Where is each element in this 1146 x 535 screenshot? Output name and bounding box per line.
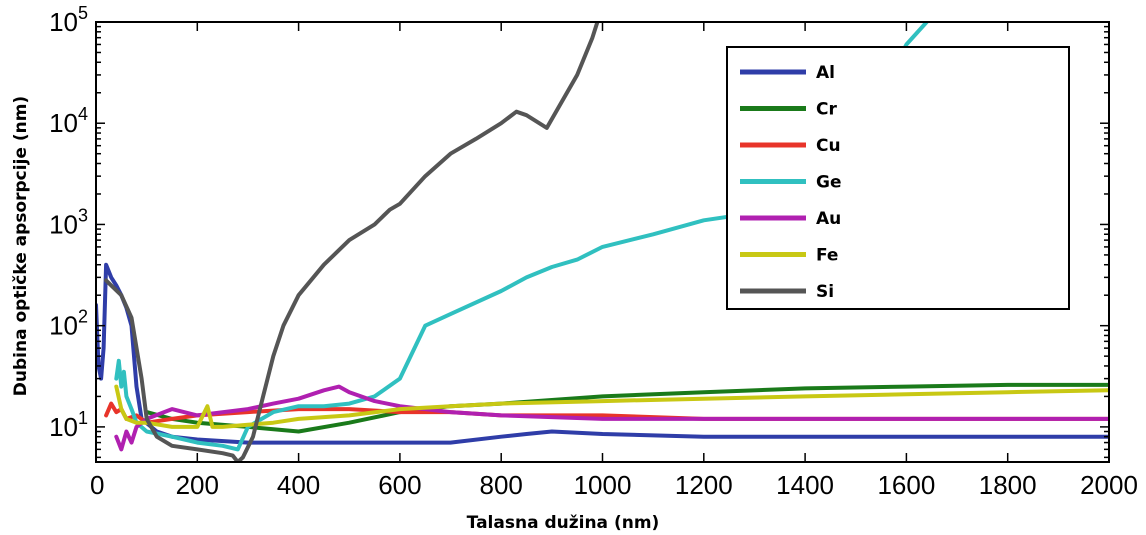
x-tick-label: 400 <box>277 470 320 500</box>
x-tick-label: 2000 <box>1080 470 1138 500</box>
series-line-si <box>104 22 600 462</box>
legend-label-au: Au <box>816 209 841 229</box>
series-line-au <box>114 384 1109 452</box>
legend-label-ge: Ge <box>816 173 841 193</box>
y-tick-label: 101 <box>49 408 88 442</box>
legend-label-al: Al <box>816 63 835 83</box>
x-tick-label: 1400 <box>776 470 834 500</box>
x-tick-label: 1600 <box>877 470 935 500</box>
x-tick-label: 1800 <box>979 470 1037 500</box>
x-tick-label: 600 <box>378 470 421 500</box>
legend-label-cu: Cu <box>816 136 841 156</box>
legend-label-cr: Cr <box>816 100 837 120</box>
y-tick-label: 102 <box>49 307 88 341</box>
y-tick-label: 105 <box>49 3 88 37</box>
x-tick-label: 1200 <box>675 470 733 500</box>
series-line-fe <box>114 384 1109 429</box>
legend-box <box>726 46 1070 310</box>
legend-label-fe: Fe <box>816 246 838 266</box>
y-tick-labels: 101 102 103 104 105 <box>49 3 88 442</box>
y-tick-label: 104 <box>49 104 88 138</box>
x-tick-label: 800 <box>480 470 523 500</box>
y-axis-label: Dubina optičke apsorpcije (nm) <box>11 96 31 396</box>
y-tick-label: 103 <box>49 205 88 239</box>
x-tick-labels: 0 200 400 600 800 1000 1200 1400 1600 1800 2000 <box>90 470 1138 500</box>
x-tick-label: 1000 <box>574 470 632 500</box>
legend-label-si: Si <box>816 282 834 302</box>
x-axis-label: Talasna dužina (nm) <box>467 513 660 533</box>
legend: Al Cr Cu Ge Au Fe Si <box>726 46 1070 310</box>
series-layer <box>96 22 1109 462</box>
x-tick-label: 200 <box>176 470 219 500</box>
x-tick-label: 0 <box>90 470 104 500</box>
plot-frame <box>95 21 1110 463</box>
